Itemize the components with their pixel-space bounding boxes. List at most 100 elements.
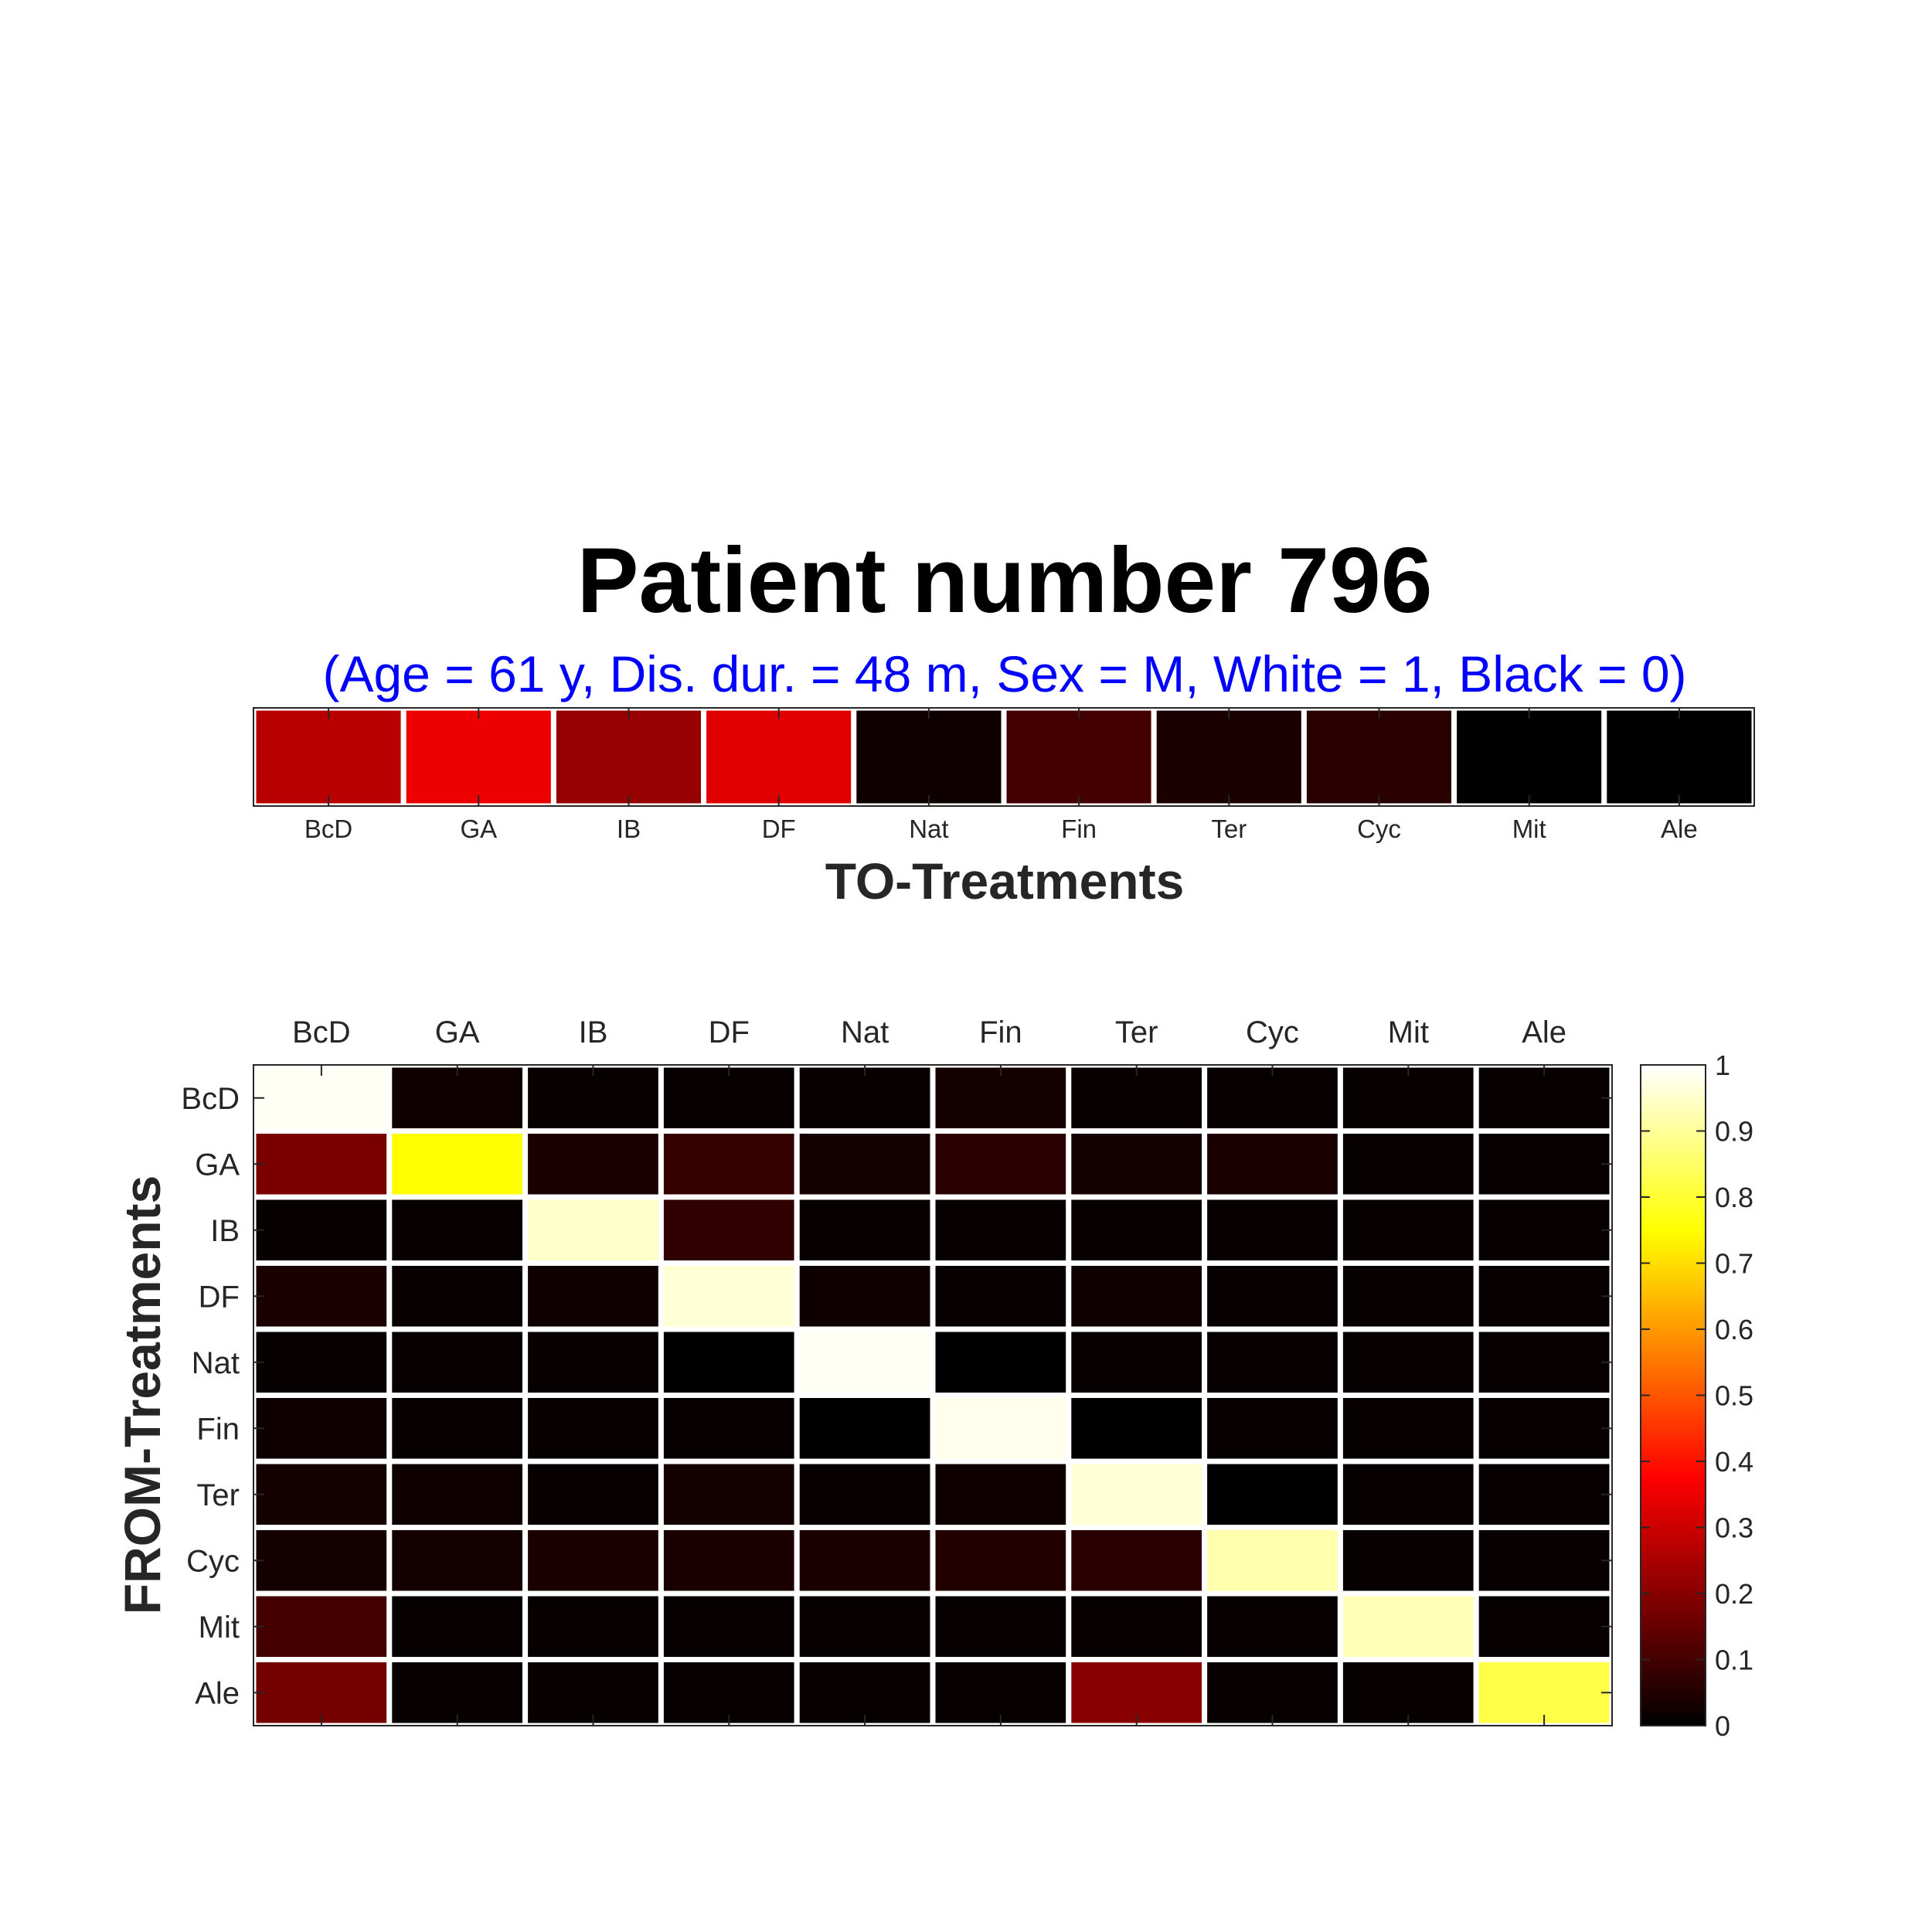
cell-fin-ga: [386, 1393, 529, 1464]
y-tick-label: Ter: [196, 1478, 240, 1512]
top-x-tick-label: Mit: [1512, 815, 1546, 843]
cell-ib-ale: [1473, 1194, 1615, 1266]
colorbar-tick-label: 0.6: [1715, 1314, 1753, 1345]
cell-nat-ga: [386, 1326, 529, 1398]
top-x-tick-label: DF: [762, 815, 796, 843]
cell-fin-nat: [794, 1393, 936, 1464]
colorbar-tick-label: 1: [1715, 1049, 1730, 1081]
cell-df-bcd: [250, 1260, 393, 1332]
cell-ale-cyc: [1202, 1657, 1343, 1729]
cell-mit-ib: [522, 1590, 664, 1662]
x-tick-label: GA: [435, 1015, 480, 1049]
cell-ib-nat: [794, 1194, 936, 1266]
colorbar-tick-label: 0.9: [1715, 1116, 1753, 1148]
cell-mit-ter: [1066, 1590, 1208, 1662]
cell-ter-ga: [386, 1458, 529, 1530]
cell-ib-ter: [1066, 1194, 1208, 1266]
cell-ter-nat: [794, 1458, 936, 1530]
cell-cyc-ter: [1066, 1525, 1208, 1597]
cell-mit-ale: [1473, 1590, 1615, 1662]
top-x-tick-label: Cyc: [1357, 815, 1401, 843]
cell-df-ga: [386, 1260, 529, 1332]
cell-nat-bcd: [250, 1326, 393, 1398]
x-tick-label: IB: [579, 1015, 608, 1049]
colorbar-tick-label: 0.8: [1715, 1182, 1753, 1213]
cell-cyc-mit: [1337, 1525, 1479, 1597]
to-cell-ale: [1601, 705, 1757, 809]
x-tick-label: DF: [709, 1015, 750, 1049]
to-cell-nat: [851, 705, 1007, 809]
cell-nat-ib: [522, 1326, 664, 1398]
top-x-tick-label: Nat: [909, 815, 948, 843]
cell-nat-mit: [1337, 1326, 1479, 1398]
cell-fin-mit: [1337, 1393, 1479, 1464]
cell-ib-ib: [522, 1194, 664, 1266]
cell-nat-df: [658, 1326, 800, 1398]
cell-cyc-nat: [794, 1525, 936, 1597]
cell-ter-mit: [1337, 1458, 1479, 1530]
cell-ga-df: [658, 1128, 800, 1200]
cell-mit-fin: [930, 1590, 1072, 1662]
top-x-tick-label: Ale: [1661, 815, 1698, 843]
cell-cyc-cyc: [1202, 1525, 1343, 1597]
top-x-tick-label: Ter: [1211, 815, 1247, 843]
cell-cyc-bcd: [250, 1525, 393, 1597]
to-cell-ga: [400, 705, 556, 809]
main-heatmap-frame: [253, 1064, 1613, 1726]
cell-df-ale: [1473, 1260, 1615, 1332]
cell-cyc-df: [658, 1525, 800, 1597]
to-cell-df: [701, 705, 857, 809]
cell-ga-ter: [1066, 1128, 1208, 1200]
y-axis-label: FROM-Treatments: [114, 1175, 171, 1614]
cell-df-nat: [794, 1260, 936, 1332]
top-x-tick-label: BcD: [304, 815, 352, 843]
colorbar-tick-label: 0.2: [1715, 1578, 1753, 1610]
y-tick-label: GA: [195, 1148, 240, 1182]
cell-ga-ib: [522, 1128, 664, 1200]
colorbar-tick-label: 0.1: [1715, 1645, 1753, 1676]
colorbar-tick-label: 0.7: [1715, 1248, 1753, 1280]
cell-fin-cyc: [1202, 1393, 1343, 1464]
colorbar: 0 0.1 0.2 0.3 0.4 0.5 0.6 0.7 0.8 0.9 1: [1640, 1049, 1753, 1742]
y-tick-label: Cyc: [186, 1544, 240, 1578]
top-heatmap-frame: [253, 707, 1755, 807]
x-axis-label: TO-Treatments: [825, 852, 1185, 910]
cell-ter-ale: [1473, 1458, 1615, 1530]
x-tick-label: BcD: [292, 1015, 351, 1049]
cell-ter-ib: [522, 1458, 664, 1530]
colorbar-tick-label: 0: [1715, 1710, 1730, 1742]
x-tick-label: Fin: [979, 1015, 1022, 1049]
cell-ale-ale: [1473, 1657, 1615, 1729]
to-cell-bcd: [250, 705, 406, 809]
colorbar-tick-label: 0.3: [1715, 1512, 1753, 1544]
cell-ter-cyc: [1202, 1458, 1343, 1530]
cell-mit-mit: [1337, 1590, 1479, 1662]
cell-df-ib: [522, 1260, 664, 1332]
chart-title: Patient number 796: [577, 529, 1432, 632]
y-tick-label: BcD: [181, 1082, 240, 1116]
cell-df-fin: [930, 1260, 1072, 1332]
cell-ale-nat: [794, 1657, 936, 1729]
cell-cyc-ib: [522, 1525, 664, 1597]
top-x-tick-label: IB: [617, 815, 641, 843]
cell-ga-cyc: [1202, 1128, 1343, 1200]
cell-ga-mit: [1337, 1128, 1479, 1200]
y-tick-label: Nat: [192, 1346, 240, 1380]
cell-df-ter: [1066, 1260, 1208, 1332]
cell-ib-mit: [1337, 1194, 1479, 1266]
cell-ga-nat: [794, 1128, 936, 1200]
y-tick-label: Mit: [199, 1611, 240, 1645]
cell-cyc-ga: [386, 1525, 529, 1597]
cell-fin-fin: [930, 1393, 1072, 1464]
x-tick-label: Ter: [1115, 1015, 1158, 1049]
y-tick-label: Ale: [195, 1676, 240, 1710]
cell-ter-ter: [1066, 1458, 1208, 1530]
cell-nat-ter: [1066, 1326, 1208, 1398]
cell-cyc-ale: [1473, 1525, 1615, 1597]
top-x-tick-label: Fin: [1061, 815, 1097, 843]
cell-mit-nat: [794, 1590, 936, 1662]
y-tick-label: DF: [199, 1280, 240, 1314]
x-tick-label: Mit: [1388, 1015, 1429, 1049]
y-tick-label: Fin: [196, 1412, 240, 1446]
